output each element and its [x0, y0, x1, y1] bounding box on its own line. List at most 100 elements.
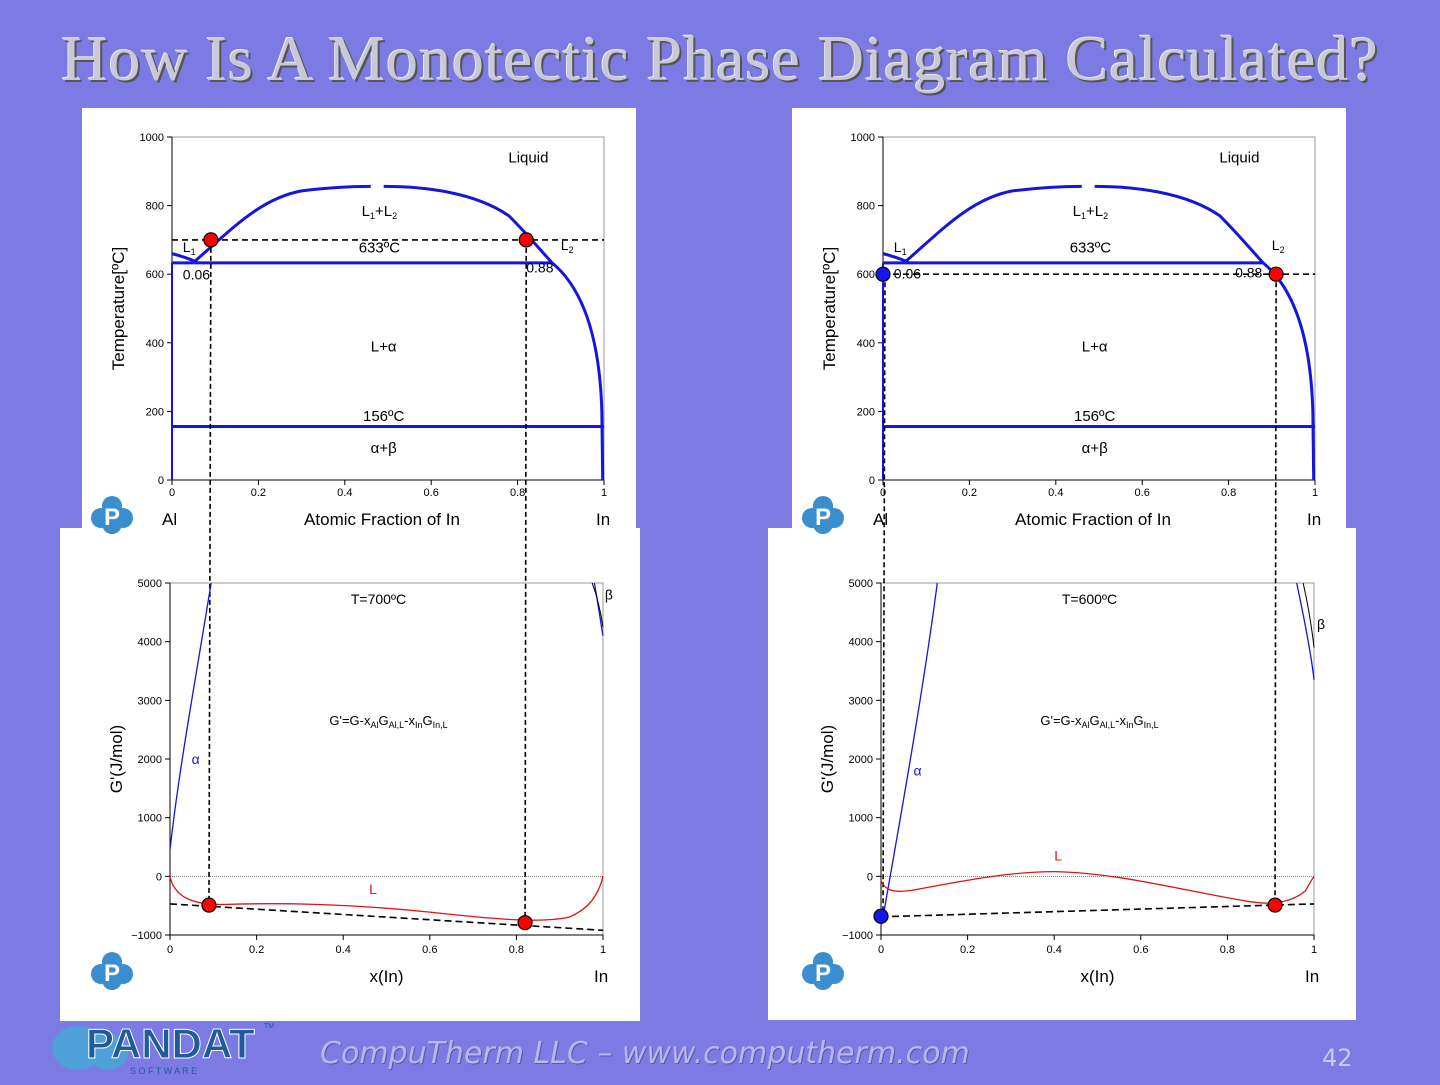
right-alpha-curve: [882, 582, 938, 917]
right-tie-point-3: [873, 908, 889, 924]
right-comp1-label: 0.06: [894, 266, 921, 282]
right-phase-ytick-label: 600: [857, 269, 875, 281]
right-alpha-label: α: [913, 763, 921, 779]
left-monotectic-temp: 633ºC: [359, 240, 401, 257]
right-drop-line-2: [1274, 274, 1277, 906]
left-common-tangent: [169, 903, 604, 932]
right-phase-xtick-label: 0.4: [1048, 487, 1063, 499]
left-pandat-p-logo-top: [91, 496, 133, 534]
left-drop-line-1: [208, 239, 212, 906]
right-gibbs-ytick-label: 3000: [849, 695, 873, 707]
right-figure-panel-lower: [768, 528, 1356, 1020]
right-gibbs-xtick-label: 0.8: [1220, 944, 1235, 956]
left-phase-xtick-label: 0: [169, 487, 175, 499]
left-drop-line-2: [524, 239, 528, 923]
right-miscibility-gap-left: [902, 184, 1082, 265]
right-phase-xlabel: Atomic Fraction of In: [1015, 510, 1171, 529]
right-phase-xtick-label: 1: [1312, 487, 1318, 499]
right-beta-curve: [1296, 582, 1315, 680]
left-miscibility-gap-left: [191, 184, 371, 265]
left-beta-label: β: [605, 587, 613, 603]
right-tie-point-2: [1268, 266, 1284, 282]
right-beta-label: β: [1317, 616, 1325, 632]
right-phase-xtick-label: 0.2: [962, 487, 977, 499]
right-gibbs-ytick-label: 1000: [849, 813, 873, 825]
right-l1l2-label: L1+L2: [1073, 203, 1108, 221]
right-tie-point-1: [875, 266, 891, 282]
left-gibbs-xlabel: x(In): [370, 967, 404, 986]
right-phase-ytick-label: 200: [857, 406, 875, 418]
left-gibbs-ytick-label: 5000: [138, 578, 162, 590]
left-gibbs-ytick-label: 0: [156, 871, 162, 883]
left-l2-label: L2: [561, 237, 574, 255]
left-phase-ytick-label: 400: [146, 338, 164, 350]
right-gibbs-element-right: In: [1305, 967, 1319, 986]
right-monotectic-temp: 633ºC: [1070, 240, 1112, 257]
right-phase-ytick-label: 0: [869, 475, 875, 487]
right-liquid-label: L: [1054, 847, 1062, 863]
right-phase-xtick-label: 0.6: [1135, 487, 1150, 499]
left-gibbs-ytick-label: 1000: [138, 813, 162, 825]
left-tie-point-2: [518, 232, 534, 248]
right-l1-label: L1: [894, 239, 907, 257]
right-gibbs-xtick-label: 0.6: [1133, 944, 1148, 956]
right-gibbs-frame: [880, 582, 1315, 936]
left-liquidus-in: [551, 261, 605, 481]
left-tie-point-1: [203, 232, 219, 248]
left-tie-point-4: [517, 915, 533, 931]
right-comp2-label: 0.88: [1235, 265, 1262, 281]
right-liquid-curve: [880, 870, 1315, 904]
left-gibbs-frame: [169, 582, 604, 936]
left-pandat-p-logo-bottom: [91, 952, 133, 990]
left-gibbs-ytick-label: 2000: [138, 754, 162, 766]
pandat-logo: PANDAT S O F T W A R E TM: [48, 1018, 278, 1080]
right-pandat-p-logo-bottom: [802, 952, 844, 990]
left-alpha-label: α: [192, 751, 200, 767]
left-phase-element-left: Al: [162, 510, 177, 529]
right-gibbs-ytick-label: 0: [867, 871, 873, 883]
left-phase-xtick-label: 1: [601, 487, 607, 499]
left-liquid-label: L: [369, 881, 377, 897]
left-alpha-curve: [169, 582, 212, 851]
left-phase-ytick-label: 600: [146, 269, 164, 281]
right-gibbs-xtick-label: 0: [878, 944, 884, 956]
left-gibbs-xtick-label: 0.6: [422, 944, 437, 956]
right-pandat-p-logo-top: [802, 496, 844, 534]
left-alpha-beta-label: α+β: [371, 440, 397, 457]
right-alpha-beta-label: α+β: [1082, 440, 1108, 457]
right-gibbs-ytick-label: 4000: [849, 637, 873, 649]
right-gibbs-ytick-label: −1000: [842, 930, 873, 942]
right-gibbs-ytick-label: 5000: [849, 578, 873, 590]
right-drop-line-1: [882, 274, 886, 917]
left-l1-label: L1: [183, 239, 196, 257]
left-gibbs-xtick-label: 0.2: [249, 944, 264, 956]
left-eutectic-temp: 156ºC: [363, 408, 405, 425]
logo-subtext: S O F T W A R E: [130, 1066, 197, 1076]
right-phase-ytick-label: 400: [857, 338, 875, 350]
page-number: 42: [1322, 1044, 1353, 1072]
left-phase-xtick-label: 0.6: [424, 487, 439, 499]
right-phase-element-left: Al: [873, 510, 888, 529]
left-figure-panel: [82, 108, 636, 528]
right-gibbs-temp-label: T=600ºC: [1062, 591, 1117, 607]
footer-company: CompuTherm LLC – www.computherm.com: [320, 1036, 970, 1071]
right-beta-curve-2: [1302, 582, 1315, 648]
logo-tm: TM: [264, 1023, 274, 1030]
right-l-alpha-label: L+α: [1082, 338, 1108, 355]
left-figure-panel-lower: [60, 528, 640, 1021]
left-liquid-label: Liquid: [508, 150, 548, 167]
right-phase-ytick-label: 1000: [851, 132, 875, 144]
right-tie-point-4: [1267, 897, 1283, 913]
right-gibbs-xtick-label: 0.4: [1047, 944, 1062, 956]
left-phase-xtick-label: 0.4: [337, 487, 352, 499]
slide-title: How Is A Monotectic Phase Diagram Calcul…: [61, 23, 1379, 94]
left-beta-curve-2: [591, 582, 604, 628]
left-phase-ytick-label: 0: [158, 475, 164, 487]
right-common-tangent: [880, 903, 1315, 918]
left-phase-ytick-label: 800: [146, 201, 164, 213]
left-comp1-label: 0.06: [183, 266, 210, 282]
left-phase-ytick-label: 200: [146, 406, 164, 418]
right-gibbs-xtick-label: 0.2: [960, 944, 975, 956]
left-gibbs-ylabel: G'(J/mol): [107, 725, 126, 793]
left-phase-xtick-label: 0.2: [251, 487, 266, 499]
